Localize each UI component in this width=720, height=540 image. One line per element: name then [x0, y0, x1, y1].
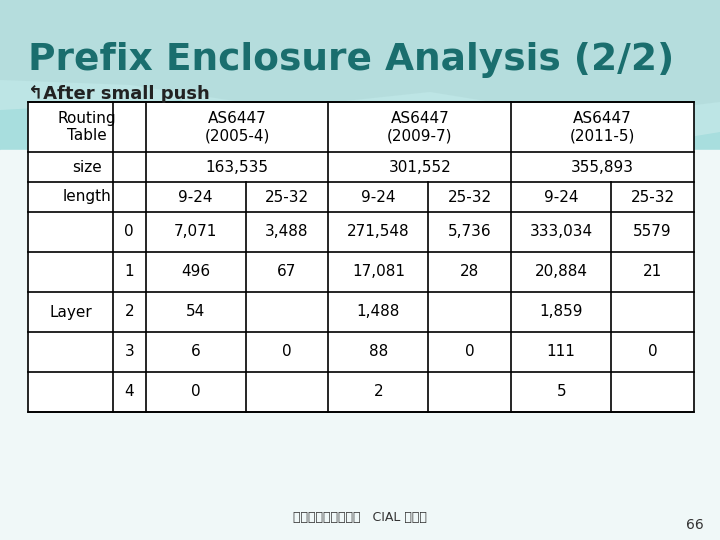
Text: Routing
Table: Routing Table — [58, 111, 116, 143]
Text: 5,736: 5,736 — [448, 225, 492, 240]
Text: 301,552: 301,552 — [388, 159, 451, 174]
Text: 25-32: 25-32 — [448, 190, 492, 205]
Text: 163,535: 163,535 — [205, 159, 269, 174]
Text: 355,893: 355,893 — [571, 159, 634, 174]
Text: 1,488: 1,488 — [356, 305, 400, 320]
Text: 271,548: 271,548 — [347, 225, 410, 240]
Text: Layer: Layer — [49, 305, 92, 320]
Polygon shape — [0, 0, 720, 118]
Text: Prefix Enclosure Analysis (2/2): Prefix Enclosure Analysis (2/2) — [28, 42, 674, 78]
Text: 28: 28 — [460, 265, 480, 280]
Text: 6: 6 — [191, 345, 200, 360]
Text: 3,488: 3,488 — [265, 225, 309, 240]
Text: 7,071: 7,071 — [174, 225, 217, 240]
Text: 0: 0 — [465, 345, 474, 360]
Text: 0: 0 — [648, 345, 657, 360]
Text: ↰After small push: ↰After small push — [28, 85, 210, 103]
Text: AS6447
(2005-4): AS6447 (2005-4) — [204, 111, 269, 143]
Text: 25-32: 25-32 — [631, 190, 675, 205]
Text: 成功大學資訊工程系   CIAL 實驗室: 成功大學資訊工程系 CIAL 實驗室 — [293, 511, 427, 524]
Text: 333,034: 333,034 — [530, 225, 593, 240]
Text: 54: 54 — [186, 305, 205, 320]
Text: 0: 0 — [191, 384, 200, 400]
Text: 21: 21 — [643, 265, 662, 280]
Text: 9-24: 9-24 — [179, 190, 213, 205]
Text: 20,884: 20,884 — [535, 265, 588, 280]
Text: 67: 67 — [277, 265, 297, 280]
Text: 0: 0 — [282, 345, 292, 360]
Text: 3: 3 — [125, 345, 134, 360]
Text: 111: 111 — [546, 345, 576, 360]
Text: 2: 2 — [125, 305, 134, 320]
Text: length: length — [63, 190, 111, 205]
Polygon shape — [0, 0, 720, 145]
Text: AS6447
(2011-5): AS6447 (2011-5) — [570, 111, 635, 143]
Bar — [0, 0, 720, 150]
Text: 88: 88 — [369, 345, 388, 360]
Text: 1,859: 1,859 — [539, 305, 583, 320]
Bar — [0, 150, 720, 540]
Text: 496: 496 — [181, 265, 210, 280]
Text: 9-24: 9-24 — [544, 190, 578, 205]
Text: 4: 4 — [125, 384, 134, 400]
Text: 0: 0 — [125, 225, 134, 240]
Text: 66: 66 — [686, 518, 704, 532]
Text: AS6447
(2009-7): AS6447 (2009-7) — [387, 111, 452, 143]
Text: 25-32: 25-32 — [265, 190, 309, 205]
Text: 1: 1 — [125, 265, 134, 280]
Text: 17,081: 17,081 — [352, 265, 405, 280]
Text: 2: 2 — [374, 384, 383, 400]
Text: 5579: 5579 — [634, 225, 672, 240]
Text: 9-24: 9-24 — [361, 190, 396, 205]
Bar — [28, 102, 694, 412]
Text: 5: 5 — [557, 384, 566, 400]
Text: size: size — [72, 159, 102, 174]
